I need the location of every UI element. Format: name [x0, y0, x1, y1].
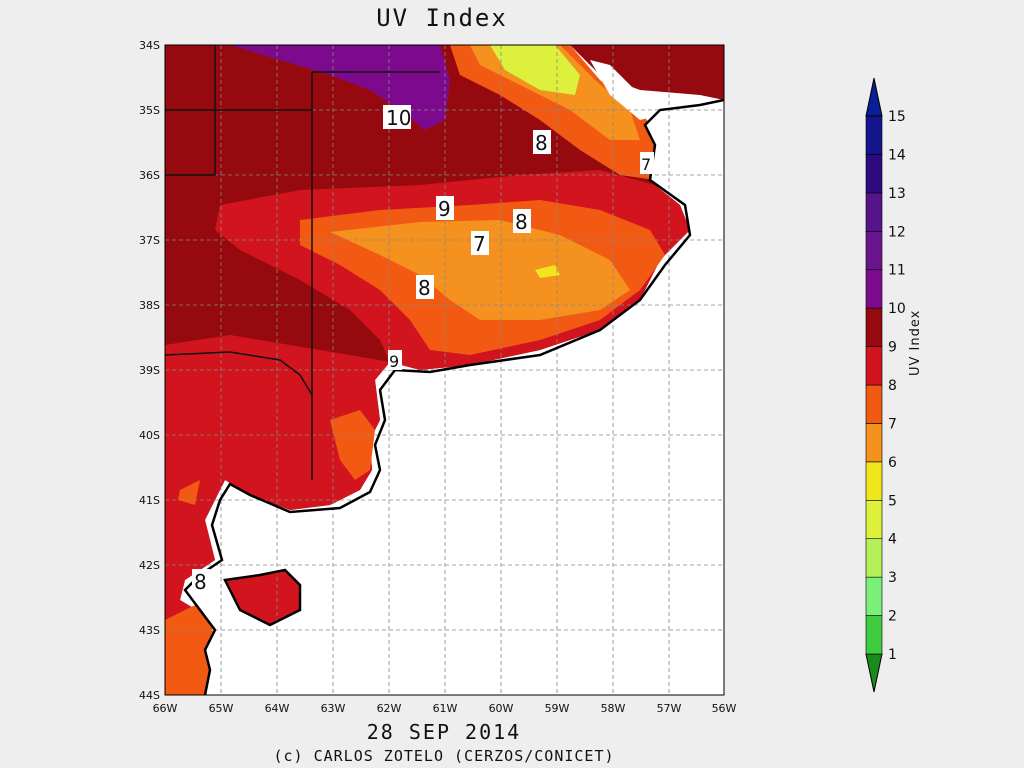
- lat-label: 43S: [139, 624, 160, 637]
- lon-label: 65W: [209, 702, 234, 715]
- colorbar-tick-label: 2: [888, 609, 897, 625]
- colorbar-tick-label: 14: [888, 147, 906, 163]
- map-date: 28 SEP 2014: [366, 720, 522, 744]
- colorbar-segment: [865, 576, 883, 616]
- uv-field: [165, 45, 724, 695]
- lon-label: 66W: [153, 702, 178, 715]
- contour-label: 8: [515, 210, 528, 234]
- lat-label: 40S: [139, 429, 160, 442]
- lat-label: 39S: [139, 364, 160, 377]
- lat-label: 42S: [139, 559, 160, 572]
- contour-label: 9: [438, 197, 451, 221]
- lon-label: 62W: [377, 702, 402, 715]
- lon-label: 57W: [657, 702, 682, 715]
- map-frame: [164, 44, 725, 696]
- lon-label: 60W: [489, 702, 514, 715]
- colorbar-segment: [865, 269, 883, 309]
- colorbar-tick-label: 3: [888, 570, 897, 586]
- colorbar-tick-label: 10: [888, 301, 906, 317]
- colorbar-tick-label: 9: [888, 340, 897, 356]
- colorbar-tick-label: 15: [888, 109, 906, 125]
- lon-label: 63W: [321, 702, 346, 715]
- colorbar-segment: [865, 653, 883, 693]
- colorbar-segment: [865, 346, 883, 386]
- colorbar-segment: [865, 499, 883, 540]
- lon-label: 56W: [712, 702, 737, 715]
- lat-label: 36S: [139, 169, 160, 182]
- colorbar-tick-label: 6: [888, 455, 897, 471]
- map-credit: (c) CARLOS ZOTELO (CERZOS/CONICET): [273, 747, 615, 765]
- province-borders: [165, 45, 440, 480]
- lon-label: 64W: [265, 702, 290, 715]
- colorbar-segment: [865, 384, 883, 424]
- colorbar-tick-label: 1: [888, 647, 897, 663]
- contour-label: 10: [386, 106, 411, 130]
- contour-label: 7: [641, 155, 651, 174]
- colorbar-tick-label: 11: [888, 263, 906, 279]
- lat-label: 34S: [139, 39, 160, 52]
- colorbar-title: UV Index: [908, 309, 923, 376]
- colorbar-segment: [865, 77, 883, 117]
- colorbar-segment: [865, 154, 883, 194]
- contour-label: 8: [194, 570, 207, 594]
- map-title: UV Index: [376, 4, 508, 32]
- colorbar-segment: [865, 461, 883, 501]
- lon-label: 61W: [433, 702, 458, 715]
- contour-label: 9: [389, 352, 399, 371]
- lat-label: 41S: [139, 494, 160, 507]
- colorbar-segment: [865, 307, 883, 347]
- colorbar-tick-label: 8: [888, 378, 897, 394]
- lat-label: 37S: [139, 234, 160, 247]
- colorbar-segment: [865, 192, 883, 232]
- lat-label: 35S: [139, 104, 160, 117]
- colorbar-tick-label: 5: [888, 493, 897, 509]
- lat-label: 38S: [139, 299, 160, 312]
- colorbar-tick-label: 13: [888, 186, 906, 202]
- colorbar-segment: [865, 538, 883, 578]
- contour-label: 8: [535, 131, 548, 155]
- lon-label: 59W: [545, 702, 570, 715]
- colorbar-tick-label: 4: [888, 532, 897, 548]
- colorbar-segment: [865, 230, 883, 271]
- contour-labels: 10 8 9 8 7 8 9 8 7: [192, 105, 654, 594]
- contour-label: 8: [418, 276, 431, 300]
- contour-label: 7: [473, 232, 486, 256]
- colorbar-tick-label: 12: [888, 224, 906, 240]
- lat-axis-labels: 34S 35S 36S 37S 38S 39S 40S 41S 42S 43S …: [139, 39, 160, 702]
- colorbar-tick-label: 7: [888, 416, 897, 432]
- lon-axis-labels: 66W 65W 64W 63W 62W 61W 60W 59W 58W 57W …: [153, 702, 737, 715]
- colorbar-segment: [865, 423, 883, 463]
- colorbar-segment: [865, 115, 883, 155]
- lat-label: 44S: [139, 689, 160, 702]
- lon-label: 58W: [601, 702, 626, 715]
- colorbar-segment: [865, 615, 883, 655]
